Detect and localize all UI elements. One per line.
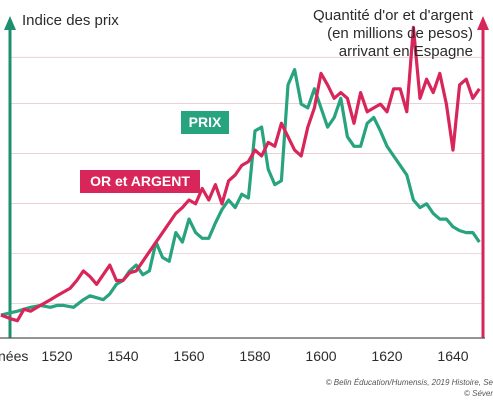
x-tick-label-1620: 1620 (371, 348, 402, 364)
x-tick-label-1560: 1560 (173, 348, 204, 364)
right-axis-title-line-2: (en millions de pesos) (327, 25, 473, 42)
legend-or-argent: OR et ARGENT (80, 170, 200, 193)
legend-prix-label: PRIX (189, 114, 222, 130)
left-axis-arrow-icon (4, 16, 16, 30)
series-line-prix (0, 68, 481, 317)
credit-line-2: © Séver (464, 389, 493, 398)
x-tick-label-1540: 1540 (107, 348, 138, 364)
right-axis-title-line-1: Quantité d'or et d'argent (313, 7, 474, 24)
legend-prix: PRIX (181, 111, 229, 134)
gridlines (10, 56, 483, 304)
x-axis-partial-label: nées (0, 348, 28, 364)
x-tick-label-1520: 1520 (41, 348, 72, 364)
legend-or-argent-box (80, 170, 200, 193)
x-tick-label-1600: 1600 (305, 348, 336, 364)
left-axis-title: Indice des prix (22, 12, 119, 29)
right-axis-arrow-icon (477, 16, 489, 30)
x-tick-label-1640: 1640 (437, 348, 468, 364)
x-tick-label-1580: 1580 (239, 348, 270, 364)
legend-or-argent-label: OR et ARGENT (90, 173, 190, 189)
series-lines (0, 25, 481, 323)
series-line-or-argent (0, 25, 481, 323)
legend-prix-box (181, 111, 229, 134)
x-tick-labels: 1520 1540 1560 1580 1600 1620 1640 (41, 348, 468, 364)
right-axis-title-line-3: arrivant en Espagne (339, 43, 473, 60)
credit-line-1: © Belin Éducation/Humensis, 2019 Histoir… (326, 378, 493, 387)
axes (0, 16, 489, 339)
